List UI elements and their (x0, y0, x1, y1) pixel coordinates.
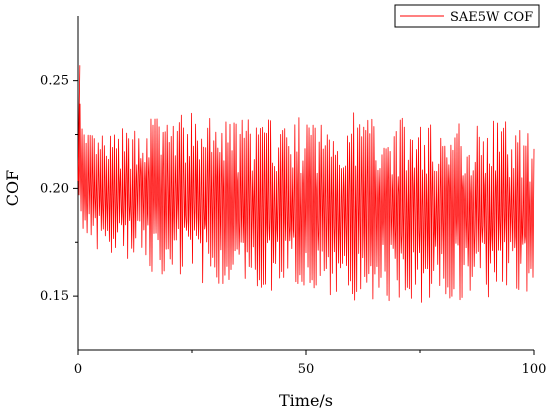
y-tick-label: 0.25 (40, 74, 69, 89)
series-line-sae5w-cof (77, 65, 535, 303)
x-tick-label: 50 (298, 362, 315, 377)
x-tick-label: 0 (74, 362, 82, 377)
legend-label: SAE5W COF (450, 10, 533, 25)
legend-box (394, 4, 540, 28)
legend: SAE5W COF (394, 4, 540, 28)
y-axis-title: COF (3, 170, 22, 206)
x-tick-label: 100 (522, 362, 547, 377)
x-axis-ticks: 0 50 100 (74, 350, 547, 377)
series-layer (77, 65, 535, 303)
y-tick-label: 0.15 (40, 289, 69, 304)
y-tick-label: 0.20 (40, 181, 69, 196)
x-axis-title: Time/s (279, 391, 333, 410)
y-axis-ticks: 0.15 0.20 0.25 (40, 74, 78, 304)
